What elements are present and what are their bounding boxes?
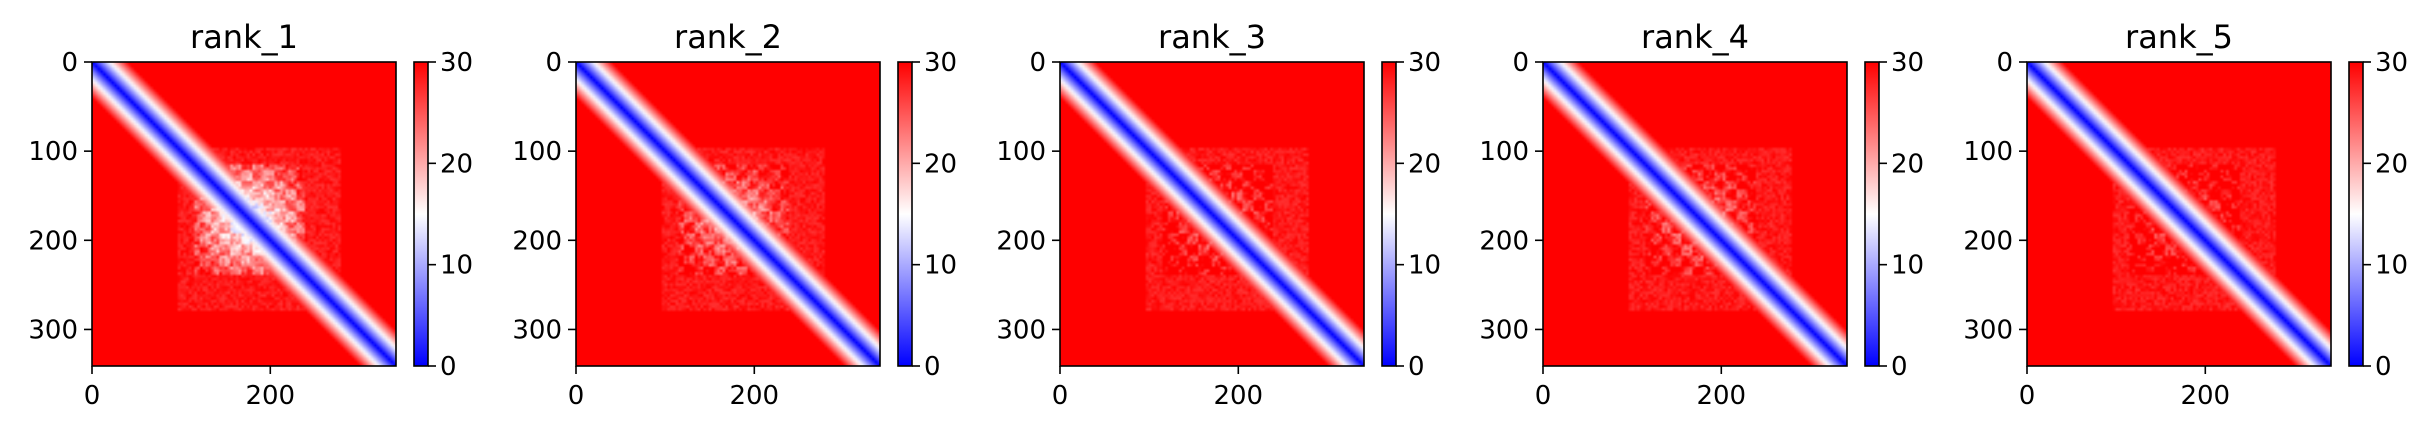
colorbar-tick-label: 0 (2375, 352, 2392, 382)
y-tick-label: 0 (545, 48, 562, 78)
x-tick-label: 200 (1213, 381, 1263, 411)
panel-rank_3: rank_3 0 100 200 300 0 200 0 10 20 30 (996, 18, 1441, 411)
colorbar (2349, 62, 2363, 366)
colorbar-tick-label: 10 (1891, 251, 1924, 281)
colorbar-frame (897, 61, 913, 367)
colorbar-tick-label: 10 (2375, 251, 2408, 281)
colorbar-tick-label: 0 (1408, 352, 1425, 382)
colorbar-frame (413, 61, 429, 367)
y-tick-label: 200 (512, 226, 562, 256)
colorbar-tick-label: 30 (924, 48, 957, 78)
plot-frame (1059, 61, 1365, 367)
heatmap-image (1543, 62, 1847, 366)
colorbar-tick-label: 10 (440, 251, 473, 281)
colorbar-tick-label: 20 (1891, 149, 1924, 179)
colorbar-tick-label: 20 (924, 149, 957, 179)
heatmap-image (576, 62, 880, 366)
colorbar (1382, 62, 1396, 366)
heatmap-image (92, 62, 396, 366)
colorbar-frame (1864, 61, 1880, 367)
y-tick-label: 300 (1963, 315, 2013, 345)
colorbar-tick-label: 30 (2375, 48, 2408, 78)
panel-title: rank_5 (2125, 18, 2233, 56)
colorbar-tick-label: 30 (440, 48, 473, 78)
x-tick-label: 0 (1535, 381, 1552, 411)
y-tick-label: 300 (1479, 315, 1529, 345)
y-tick-label: 0 (1512, 48, 1529, 78)
heatmap-image (2027, 62, 2331, 366)
colorbar-tick-label: 30 (1408, 48, 1441, 78)
plot-frame (1542, 61, 1848, 367)
y-tick-label: 200 (28, 226, 78, 256)
colorbar-tick-label: 20 (440, 149, 473, 179)
x-tick-label: 0 (84, 381, 101, 411)
y-tick-label: 100 (996, 137, 1046, 167)
y-tick-label: 0 (1029, 48, 1046, 78)
colorbar-tick-label: 0 (440, 352, 457, 382)
colorbar-frame (2348, 61, 2364, 367)
y-tick-label: 300 (28, 315, 78, 345)
plot-frame (2026, 61, 2332, 367)
colorbar (414, 62, 428, 366)
panel-rank_1: rank_1 0 100 200 300 0 200 0 10 20 30 (28, 18, 473, 411)
y-tick-label: 300 (996, 315, 1046, 345)
x-tick-label: 200 (729, 381, 779, 411)
y-tick-label: 200 (1479, 226, 1529, 256)
y-tick-label: 100 (1479, 137, 1529, 167)
x-tick-label: 0 (2019, 381, 2036, 411)
y-tick-label: 200 (996, 226, 1046, 256)
colorbar (1865, 62, 1879, 366)
panel-title: rank_3 (1158, 18, 1266, 56)
colorbar-frame (1381, 61, 1397, 367)
x-tick-label: 200 (2180, 381, 2230, 411)
y-tick-label: 100 (1963, 137, 2013, 167)
panel-title: rank_1 (190, 18, 298, 56)
panel-rank_5: rank_5 0 100 200 300 0 200 0 10 20 30 (1963, 18, 2408, 411)
panel-rank_4: rank_4 0 100 200 300 0 200 0 10 20 30 (1479, 18, 1924, 411)
y-tick-label: 100 (28, 137, 78, 167)
x-tick-label: 0 (1052, 381, 1069, 411)
colorbar-tick-label: 10 (924, 251, 957, 281)
plot-frame (575, 61, 881, 367)
plot-frame (91, 61, 397, 367)
colorbar-tick-label: 0 (924, 352, 941, 382)
colorbar-tick-label: 30 (1891, 48, 1924, 78)
x-tick-label: 200 (1696, 381, 1746, 411)
colorbar-tick-label: 10 (1408, 251, 1441, 281)
colorbar (898, 62, 912, 366)
y-tick-label: 100 (512, 137, 562, 167)
colorbar-tick-label: 0 (1891, 352, 1908, 382)
y-tick-label: 0 (1996, 48, 2013, 78)
panel-title: rank_2 (674, 18, 782, 56)
y-tick-label: 300 (512, 315, 562, 345)
colorbar-tick-label: 20 (1408, 149, 1441, 179)
x-tick-label: 0 (568, 381, 585, 411)
heatmap-image (1060, 62, 1364, 366)
y-tick-label: 0 (61, 48, 78, 78)
colorbar-tick-label: 20 (2375, 149, 2408, 179)
y-tick-label: 200 (1963, 226, 2013, 256)
x-tick-label: 200 (245, 381, 295, 411)
panel-rank_2: rank_2 0 100 200 300 0 200 0 10 20 30 (512, 18, 957, 411)
panel-title: rank_4 (1641, 18, 1749, 56)
